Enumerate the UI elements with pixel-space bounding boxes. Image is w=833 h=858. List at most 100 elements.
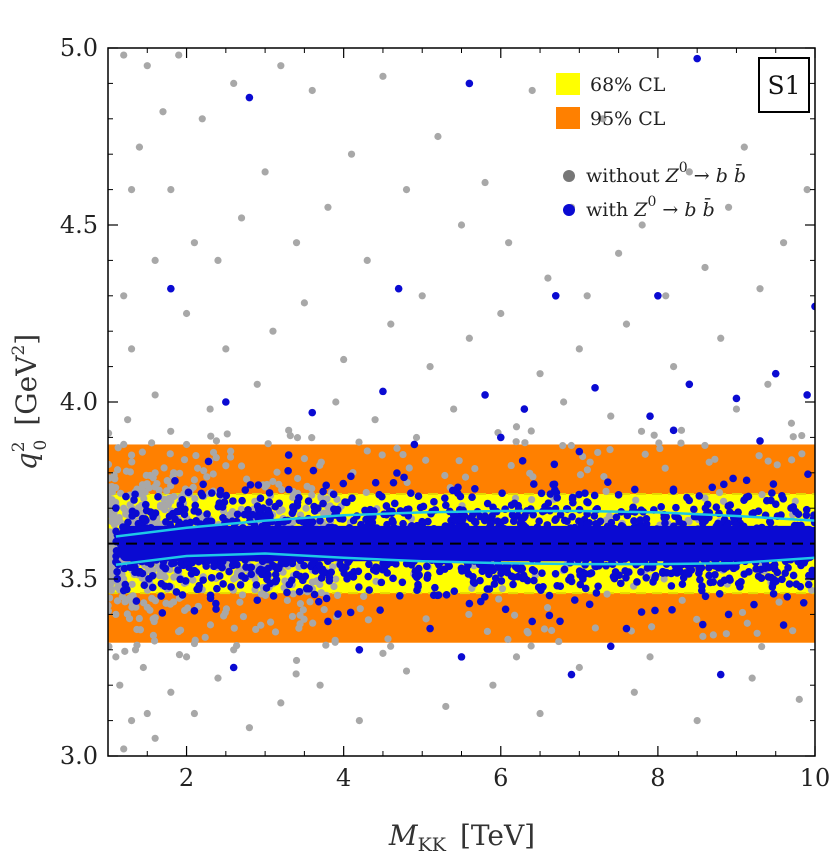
grey-point xyxy=(405,464,413,472)
blue-point xyxy=(295,587,304,596)
blue-point xyxy=(134,519,143,528)
grey-point xyxy=(128,458,136,466)
grey-point xyxy=(711,455,719,463)
blue-point xyxy=(792,580,801,589)
blue-point xyxy=(253,596,262,605)
blue-point xyxy=(265,489,274,497)
blue-point xyxy=(288,509,297,518)
grey-point xyxy=(594,448,602,457)
grey-point xyxy=(677,426,686,434)
grey-point xyxy=(192,451,200,460)
grey-point xyxy=(227,447,235,455)
grey-point xyxy=(108,607,113,615)
blue-point xyxy=(633,578,641,586)
grey-point xyxy=(393,444,401,452)
grey-point xyxy=(149,615,157,623)
x-axis-label: MKK [TeV] xyxy=(388,819,535,856)
grey-point xyxy=(182,440,191,449)
grey-point xyxy=(163,477,171,485)
blue-point xyxy=(808,572,815,581)
blue-point xyxy=(383,569,392,577)
blue-point xyxy=(745,568,753,576)
grey-point xyxy=(253,380,261,388)
grey-point xyxy=(269,477,277,486)
grey-point xyxy=(660,575,668,583)
grey-point xyxy=(465,334,473,342)
blue-point xyxy=(308,560,316,569)
blue-point xyxy=(322,481,330,490)
blue-point xyxy=(158,609,167,617)
grey-point xyxy=(648,623,656,631)
blue-point xyxy=(176,575,185,584)
blue-point xyxy=(423,574,432,582)
grey-point xyxy=(753,629,761,637)
grey-point xyxy=(116,681,124,689)
blue-point xyxy=(560,516,569,525)
blue-point xyxy=(545,611,554,620)
blue-point xyxy=(354,567,363,576)
grey-point xyxy=(330,582,338,591)
blue-point xyxy=(811,302,815,311)
blue-point xyxy=(340,569,348,577)
blue-point xyxy=(637,568,645,576)
blue-point xyxy=(491,574,500,583)
blue-point xyxy=(389,478,398,487)
blue-point xyxy=(265,509,273,518)
grey-point xyxy=(340,355,348,364)
grey-point xyxy=(160,464,168,472)
y-axis-label-unit-open: [ xyxy=(10,415,43,426)
grey-point xyxy=(292,656,301,665)
blue-point xyxy=(161,582,169,590)
blue-point xyxy=(520,405,529,413)
grey-point xyxy=(206,405,214,413)
grey-point xyxy=(661,464,669,472)
blue-point xyxy=(252,581,261,589)
grey-point xyxy=(227,512,236,520)
grey-point xyxy=(607,412,615,420)
blue-point xyxy=(698,620,707,629)
blue-point xyxy=(365,560,373,569)
grey-point xyxy=(646,653,654,661)
blue-point xyxy=(342,498,351,507)
grey-point xyxy=(606,446,614,454)
blue-point xyxy=(399,519,407,528)
blue-point xyxy=(575,447,584,456)
blue-point xyxy=(481,564,490,573)
grey-point xyxy=(169,598,178,606)
grey-point xyxy=(135,143,144,151)
blue-point xyxy=(236,581,245,589)
y-axis-label-unit: GeV xyxy=(10,355,43,415)
legend-swatch-95 xyxy=(556,107,580,129)
cyan-curve-lower xyxy=(115,552,815,567)
blue-point xyxy=(529,510,537,519)
grey-point xyxy=(599,115,607,123)
blue-point xyxy=(292,570,301,579)
grey-point xyxy=(296,620,304,628)
blue-point xyxy=(284,451,293,459)
grey-point xyxy=(182,309,191,318)
blue-point xyxy=(229,497,237,505)
grey-point xyxy=(544,274,552,282)
grey-point xyxy=(521,439,529,447)
grey-point xyxy=(512,438,520,446)
blue-point xyxy=(591,384,599,392)
grey-point xyxy=(160,495,168,503)
blue-point xyxy=(254,481,263,489)
grey-point xyxy=(120,440,128,449)
blue-point xyxy=(471,484,479,493)
grey-point xyxy=(510,611,519,619)
grey-point xyxy=(238,591,247,599)
grey-point xyxy=(151,256,159,264)
blue-point xyxy=(457,653,466,661)
grey-point xyxy=(705,458,713,466)
grey-point xyxy=(693,615,701,623)
grey-point xyxy=(536,370,544,378)
blue-point xyxy=(390,499,399,508)
grey-point xyxy=(605,512,613,520)
blue-point xyxy=(514,572,522,581)
grey-point xyxy=(788,456,796,464)
blue-point xyxy=(444,562,453,570)
blue-point xyxy=(714,564,723,572)
blue-point xyxy=(701,592,710,601)
grey-point xyxy=(320,606,328,614)
